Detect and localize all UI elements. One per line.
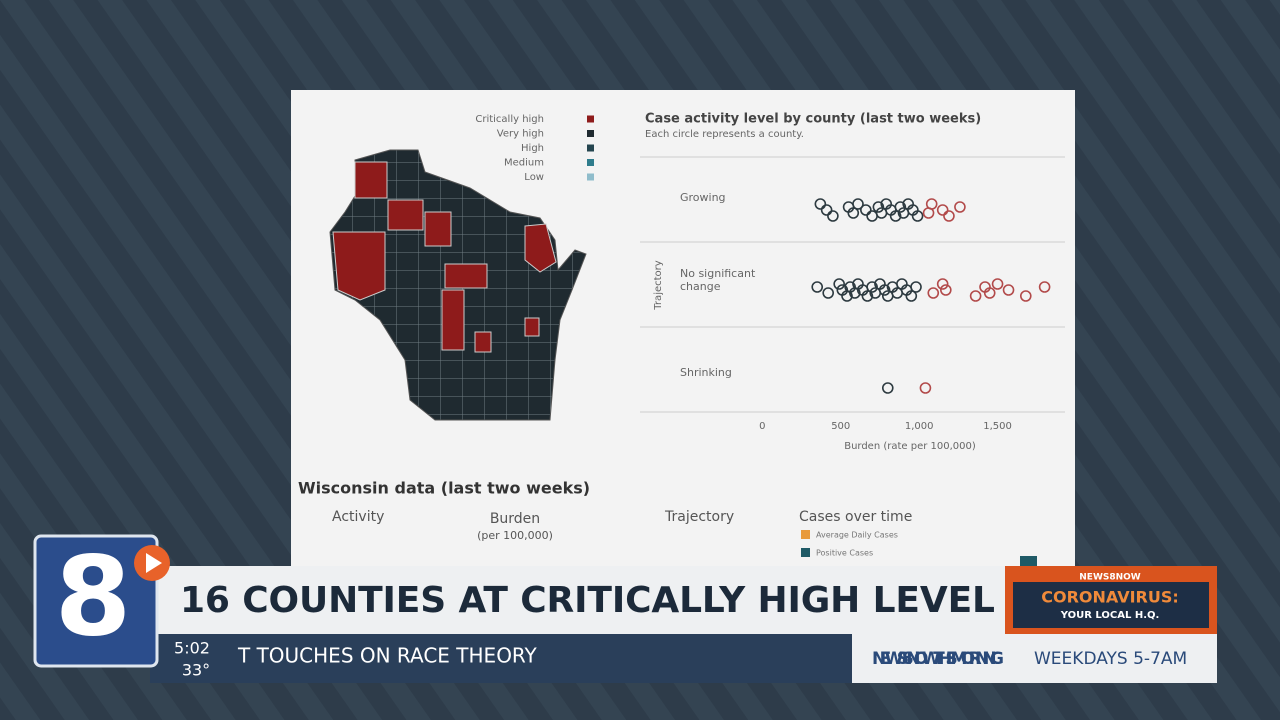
column-unit: (per 100,000) [477, 529, 553, 542]
county-point [820, 204, 833, 216]
logo: 8 [55, 532, 132, 660]
legend-label: Positive Cases [816, 549, 873, 558]
chart-title: Case activity level by county (last two … [645, 112, 981, 127]
legend-label: Very high [497, 129, 544, 140]
column-header: Burden [490, 511, 540, 527]
county-point [827, 210, 839, 222]
column-header: Cases over time [799, 509, 912, 525]
county-point [927, 287, 940, 299]
county-point [814, 198, 827, 210]
legend-swatch [587, 130, 594, 137]
table-title: Wisconsin data (last two weeks) [298, 479, 590, 498]
row-label: Shrinking [680, 366, 732, 379]
county-point [936, 278, 949, 290]
legend-label: High [521, 143, 544, 154]
county-point [991, 278, 1004, 290]
x-tick-label: 500 [831, 421, 850, 432]
column-header: Trajectory [664, 509, 734, 525]
x-axis-label: Burden (rate per 100,000) [844, 441, 976, 452]
county-point [833, 278, 845, 290]
play-triangle [146, 553, 162, 573]
map [329, 149, 587, 421]
county-point [969, 290, 982, 302]
county-critical [387, 199, 424, 231]
county-point [847, 207, 860, 219]
row-label: No significant change [680, 267, 756, 293]
x-tick-label: 1,500 [983, 421, 1012, 432]
headline: 16 COUNTIES AT CRITICALLY HIGH LEVEL [180, 580, 995, 621]
county-point [919, 382, 932, 394]
county-point [889, 210, 902, 222]
column-header: Activity [332, 509, 384, 525]
county-point [1019, 290, 1032, 302]
show-bar [852, 634, 1217, 683]
county-point [905, 290, 918, 302]
county-critical [424, 211, 452, 247]
legend-swatch [587, 115, 594, 123]
show-time: WEEKDAYS 5-7AM [1034, 649, 1187, 669]
x-tick-label: 1,000 [905, 421, 934, 432]
county-point [940, 284, 952, 296]
county-critical [524, 223, 557, 273]
temperature: 33° [182, 661, 210, 680]
legend-swatch [587, 173, 594, 181]
county-point [894, 201, 907, 213]
county-critical [441, 289, 465, 351]
ticker-bar [150, 634, 852, 683]
headline-bar [150, 566, 1005, 634]
promo-brand: NEWS8NOW [1079, 573, 1141, 583]
county-point [983, 287, 996, 299]
county-point [878, 284, 891, 296]
county-critical [332, 231, 386, 301]
county-point [925, 198, 938, 210]
county-point [811, 281, 824, 293]
county-point [881, 382, 894, 394]
lower-third: 16 COUNTIES AT CRITICALLY HIGH LEVEL NEW… [33, 532, 1217, 683]
y-axis-label: Trajectory [653, 260, 664, 310]
county-point [860, 204, 872, 216]
county-point [822, 287, 834, 299]
legend-label: Medium [504, 158, 544, 169]
row-label: Growing [680, 191, 726, 204]
county-point [1002, 284, 1015, 296]
legend-label: Low [524, 172, 544, 183]
county-point [1038, 281, 1051, 293]
county-critical [524, 317, 540, 337]
chart-subtitle: Each circle represents a county. [645, 129, 804, 140]
county-critical [354, 161, 388, 199]
county-point [866, 281, 878, 293]
county-point [852, 198, 864, 210]
legend-swatch [587, 144, 594, 152]
county-point [872, 201, 885, 213]
promo-inner [1013, 582, 1209, 628]
legend-label: Critically high [475, 114, 544, 125]
promo-subtitle: YOUR LOCAL H.Q. [1060, 610, 1160, 621]
legend-swatch [801, 530, 810, 539]
county-point [910, 281, 922, 293]
county-point [936, 204, 949, 216]
legend-swatch [587, 159, 594, 166]
county-point [954, 201, 966, 213]
ticker: T TOUCHES ON RACE THEORY [237, 644, 538, 668]
county-point [943, 210, 955, 222]
legend-label: Average Daily Cases [816, 531, 898, 540]
county-critical [444, 263, 488, 289]
legend-swatch [801, 548, 810, 557]
county-critical [474, 331, 492, 353]
time: 5:02 [174, 639, 210, 658]
show-name: NEWS 8 NOW THIS MORNING [872, 649, 1004, 669]
promo-title: CORONAVIRUS: [1041, 588, 1179, 607]
x-tick-label: 0 [759, 421, 765, 432]
county-point [911, 210, 924, 222]
county-point [861, 290, 874, 302]
logo-box [33, 534, 159, 668]
